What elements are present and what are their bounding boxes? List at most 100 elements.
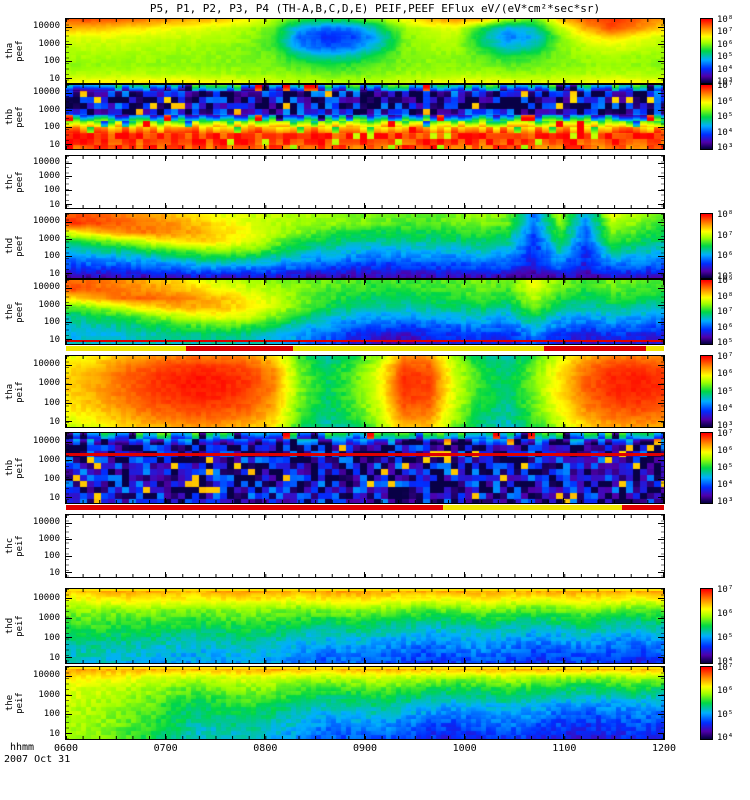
x-minor-ticks-top <box>66 85 664 88</box>
colorbar-tick-label: 10⁶ <box>717 686 734 697</box>
colorbar-gradient <box>701 356 712 427</box>
x-major-tick <box>364 85 365 90</box>
colorbar-tick-label: 10⁴ <box>717 403 734 414</box>
panel-label-line: tha <box>5 383 15 400</box>
colorbar-tick-label: 10³ <box>717 497 734 507</box>
y-tick-label: 100 <box>43 474 60 485</box>
y-major-tick <box>658 176 664 178</box>
panel-label-line: peif <box>15 380 25 403</box>
x-major-tick <box>563 572 565 577</box>
x-major-tick <box>463 515 465 520</box>
x-major-tick <box>164 356 166 361</box>
panel-thc-peif <box>65 514 665 578</box>
y-minor-ticks-right <box>661 280 664 344</box>
y-major-tick <box>658 162 664 164</box>
y-tick-label: 10000 <box>32 517 60 528</box>
x-major-tick <box>164 144 166 149</box>
x-major-tick <box>264 156 266 161</box>
x-major-tick <box>65 589 66 594</box>
x-minor-ticks-bottom <box>66 500 664 503</box>
panel-tha-peef <box>65 18 665 84</box>
y-tick-label: 10000 <box>32 436 60 447</box>
panel-axis-label-text: the peif <box>5 692 25 714</box>
panel-label-line: thc <box>5 537 15 555</box>
x-major-tick <box>164 85 166 90</box>
y-major-tick <box>66 203 72 205</box>
y-major-tick <box>66 676 72 678</box>
x-tick-label: 0900 <box>352 743 378 754</box>
panel-thd-peef <box>65 213 665 279</box>
x-major-tick <box>164 19 166 24</box>
colorbar-tick-label: 10³ <box>717 421 734 431</box>
y-tick-label: 10 <box>49 652 60 663</box>
x-major-tick <box>364 356 365 361</box>
y-major-tick <box>658 733 664 735</box>
y-minor-ticks-left <box>66 280 69 344</box>
spectrogram-tha-peif <box>66 356 664 427</box>
y-major-tick <box>66 77 72 79</box>
x-major-tick <box>65 85 66 90</box>
y-major-tick <box>66 190 72 192</box>
x-major-tick <box>65 78 66 83</box>
colorbar-tick-label: 10⁵ <box>717 52 734 63</box>
colorbar-tick-label: 10⁴ <box>717 64 734 75</box>
x-major-tick <box>65 356 66 361</box>
y-minor-ticks-left <box>66 19 69 83</box>
x-major-tick <box>264 19 266 24</box>
y-major-tick <box>66 162 72 164</box>
x-minor-ticks-bottom <box>66 146 664 149</box>
y-tick-label: 1000 <box>38 299 60 310</box>
colorbar-gradient <box>701 589 712 663</box>
panel-tha-peif <box>65 355 665 428</box>
x-minor-ticks-top <box>66 515 664 518</box>
x-major-tick <box>364 515 365 520</box>
y-major-tick <box>658 288 664 290</box>
colorbar-tick-label: 10⁵ <box>717 463 734 473</box>
x-major-tick <box>563 280 565 285</box>
colorbar-tick-label: 10⁶ <box>717 96 734 107</box>
y-major-tick <box>658 522 664 524</box>
y-tick-label: 100 <box>43 122 60 133</box>
x-major-tick <box>364 280 365 285</box>
y-minor-ticks-right <box>661 85 664 149</box>
colorbar-tick-label: 10⁴ <box>717 127 734 138</box>
x-major-tick <box>463 214 465 219</box>
y-major-tick <box>658 190 664 192</box>
x-major-tick <box>364 422 365 427</box>
y-tick-label: 100 <box>43 251 60 262</box>
y-minor-ticks-left <box>66 85 69 149</box>
x-major-tick <box>264 203 266 208</box>
y-major-tick <box>658 539 664 541</box>
x-minor-ticks-top <box>66 280 664 283</box>
x-minor-ticks-bottom <box>66 660 664 663</box>
y-major-tick <box>658 222 664 224</box>
x-major-tick <box>65 734 66 739</box>
colorbar-tick-label: 10⁶ <box>717 369 734 380</box>
x-major-tick <box>65 658 66 663</box>
x-major-tick <box>65 339 66 344</box>
panel-label-line: the <box>5 303 15 321</box>
x-minor-ticks-top <box>66 156 664 159</box>
flag-bar-thb-peif <box>66 505 664 510</box>
y-minor-ticks-left <box>66 214 69 278</box>
x-minor-ticks-bottom <box>66 341 664 344</box>
y-major-tick <box>658 126 664 128</box>
panel-label-line: peif <box>15 535 25 557</box>
x-major-tick <box>463 734 465 739</box>
x-major-tick <box>463 78 465 83</box>
y-major-tick <box>658 60 664 62</box>
y-minor-ticks-right <box>661 667 664 739</box>
x-major-tick <box>164 156 166 161</box>
x-major-tick <box>364 667 365 672</box>
y-major-tick <box>66 478 72 480</box>
y-tick-label: 100 <box>43 185 60 196</box>
x-major-tick <box>463 85 465 90</box>
y-major-tick <box>66 288 72 290</box>
y-major-tick <box>658 143 664 145</box>
panel-label-line: peef <box>15 301 25 323</box>
y-major-tick <box>66 383 72 385</box>
y-tick-label: 1000 <box>38 171 60 182</box>
x-major-tick <box>65 214 66 219</box>
colorbar-tick-label: 10⁷ <box>717 27 734 38</box>
